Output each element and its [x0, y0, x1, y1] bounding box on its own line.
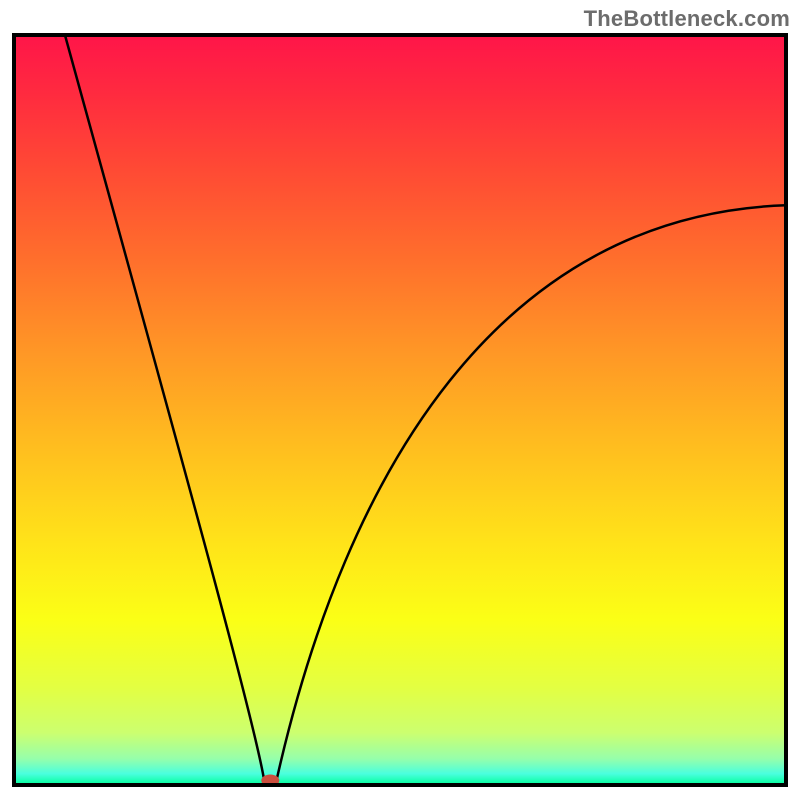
watermark-text: TheBottleneck.com	[584, 6, 790, 32]
bottleneck-chart	[0, 0, 800, 800]
plot-background	[14, 35, 786, 785]
